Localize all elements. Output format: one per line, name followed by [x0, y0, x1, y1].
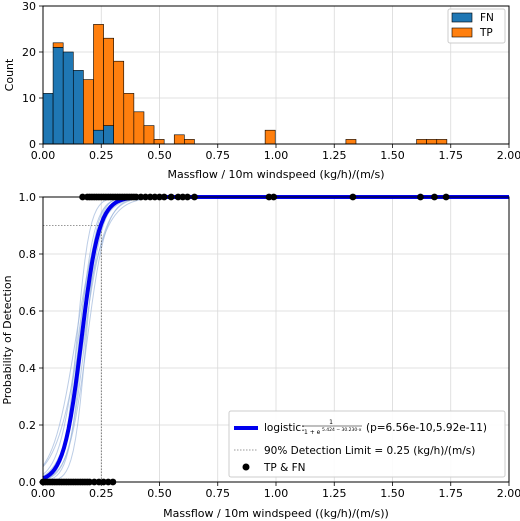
- bar-tp: [416, 139, 427, 145]
- histogram-chart: 0.00 0.25 0.50 0.75 1.00 1.25 1.50 1.75 2.00 0 10…: [3, 0, 520, 181]
- legend-fn-swatch: [451, 12, 473, 23]
- bar-tp: [184, 139, 195, 145]
- tick-label-x: 1.50: [380, 149, 405, 162]
- tick-label-x: 1.00: [264, 487, 289, 500]
- bar-tp: [173, 134, 185, 145]
- bar-tp: [93, 24, 104, 131]
- tick-label-x: 1.25: [322, 487, 347, 500]
- tick-label-y: 0.0: [19, 476, 37, 489]
- bar-tp: [133, 111, 145, 145]
- histogram-x-axis-label: Massflow / 10m windspeed (kg/h)/(m/s): [167, 168, 384, 181]
- legend-fit-exponent: 5.424 − 30.230·x: [322, 427, 362, 433]
- tick-label-y: 20: [22, 46, 36, 59]
- legend-fit-denominator: 1 + e: [304, 429, 321, 436]
- bar-fn: [72, 70, 84, 145]
- tick-label-y: 10: [22, 92, 36, 105]
- bar-tp: [345, 139, 357, 145]
- tick-label-x: 2.00: [497, 149, 520, 162]
- probability-legend-box: [228, 410, 506, 478]
- tick-label-x: 0.75: [206, 487, 231, 500]
- probability-y-axis-label: Probability of Detection: [1, 275, 14, 404]
- bar-fn: [103, 125, 114, 145]
- bar-fn: [62, 51, 74, 145]
- histogram-x-ticks: 0.00 0.25 0.50 0.75 1.00 1.25 1.50 1.75 2.00: [31, 144, 520, 162]
- tick-label-y: 1.0: [19, 191, 37, 204]
- tick-label-x: 1.25: [322, 149, 347, 162]
- legend-fit-label: logistic:: [264, 422, 305, 434]
- bar-fn: [93, 129, 104, 145]
- probability-x-ticks: 0.00 0.25 0.50 0.75 1.00 1.25 1.50 1.75 2.00: [31, 482, 520, 500]
- bar-fn: [52, 47, 64, 145]
- tick-label-y: 0: [29, 138, 36, 151]
- legend-scatter-label: TP & FN: [263, 462, 306, 474]
- bar-tp: [123, 93, 135, 145]
- histogram-legend: FN TP: [447, 8, 506, 44]
- bar-tp: [143, 125, 155, 145]
- histogram-y-ticks: 0 10 20 30: [22, 0, 43, 151]
- probability-y-ticks: 0.0 0.2 0.4 0.6 0.8 1.0: [19, 191, 43, 489]
- bar-tp: [153, 139, 165, 145]
- probability-x-axis-label: Massflow / 10m windspeed ((kg/h)/(m/s)): [163, 507, 389, 520]
- legend-scatter-swatch: [242, 463, 250, 471]
- bar-tp: [264, 129, 276, 145]
- tick-label-x: 2.00: [497, 487, 520, 500]
- legend-tp-swatch: [451, 27, 473, 38]
- tick-label-x: 1.00: [264, 149, 289, 162]
- tick-label-y: 0.4: [19, 362, 37, 375]
- probability-legend: logistic: 1 1 + e 5.424 − 30.230·x (p=6.…: [228, 410, 506, 478]
- tick-label-x: 1.50: [380, 487, 405, 500]
- histogram-bars: [42, 24, 448, 145]
- tick-label-y: 30: [22, 0, 36, 13]
- histogram-y-axis-label: Count: [3, 58, 16, 91]
- bar-tp: [83, 79, 94, 145]
- probability-chart: 0.00 0.25 0.50 0.75 1.00 1.25 1.50 1.75 2.00 0.0…: [1, 191, 520, 520]
- bar-tp: [52, 42, 64, 48]
- legend-fit-numerator: 1: [329, 419, 333, 426]
- tick-label-y: 0.2: [19, 419, 37, 432]
- tick-label-y: 0.8: [19, 248, 37, 261]
- bar-tp: [426, 139, 438, 145]
- tick-label-x: 0.25: [89, 149, 114, 162]
- bar-tp: [113, 60, 125, 145]
- bar-fn: [42, 93, 54, 145]
- tick-label-x: 0.50: [147, 149, 172, 162]
- tick-label-x: 0.75: [206, 149, 231, 162]
- legend-limit-label: 90% Detection Limit = 0.25 (kg/h)/(m/s): [264, 445, 475, 457]
- legend-tp-label: TP: [479, 27, 493, 39]
- tick-label-x: 0.50: [147, 487, 172, 500]
- tick-label-x: 0.25: [89, 487, 114, 500]
- tick-label-x: 0.00: [31, 487, 56, 500]
- tick-label-x: 1.75: [439, 149, 464, 162]
- legend-fit-params: (p=6.56e-10,5.92e-11): [366, 422, 487, 434]
- tick-label-x: 0.00: [31, 149, 56, 162]
- bar-tp: [103, 37, 114, 126]
- tick-label-x: 1.75: [439, 487, 464, 500]
- tick-label-y: 0.6: [19, 305, 37, 318]
- legend-fn-label: FN: [480, 12, 494, 24]
- bar-tp: [436, 139, 448, 145]
